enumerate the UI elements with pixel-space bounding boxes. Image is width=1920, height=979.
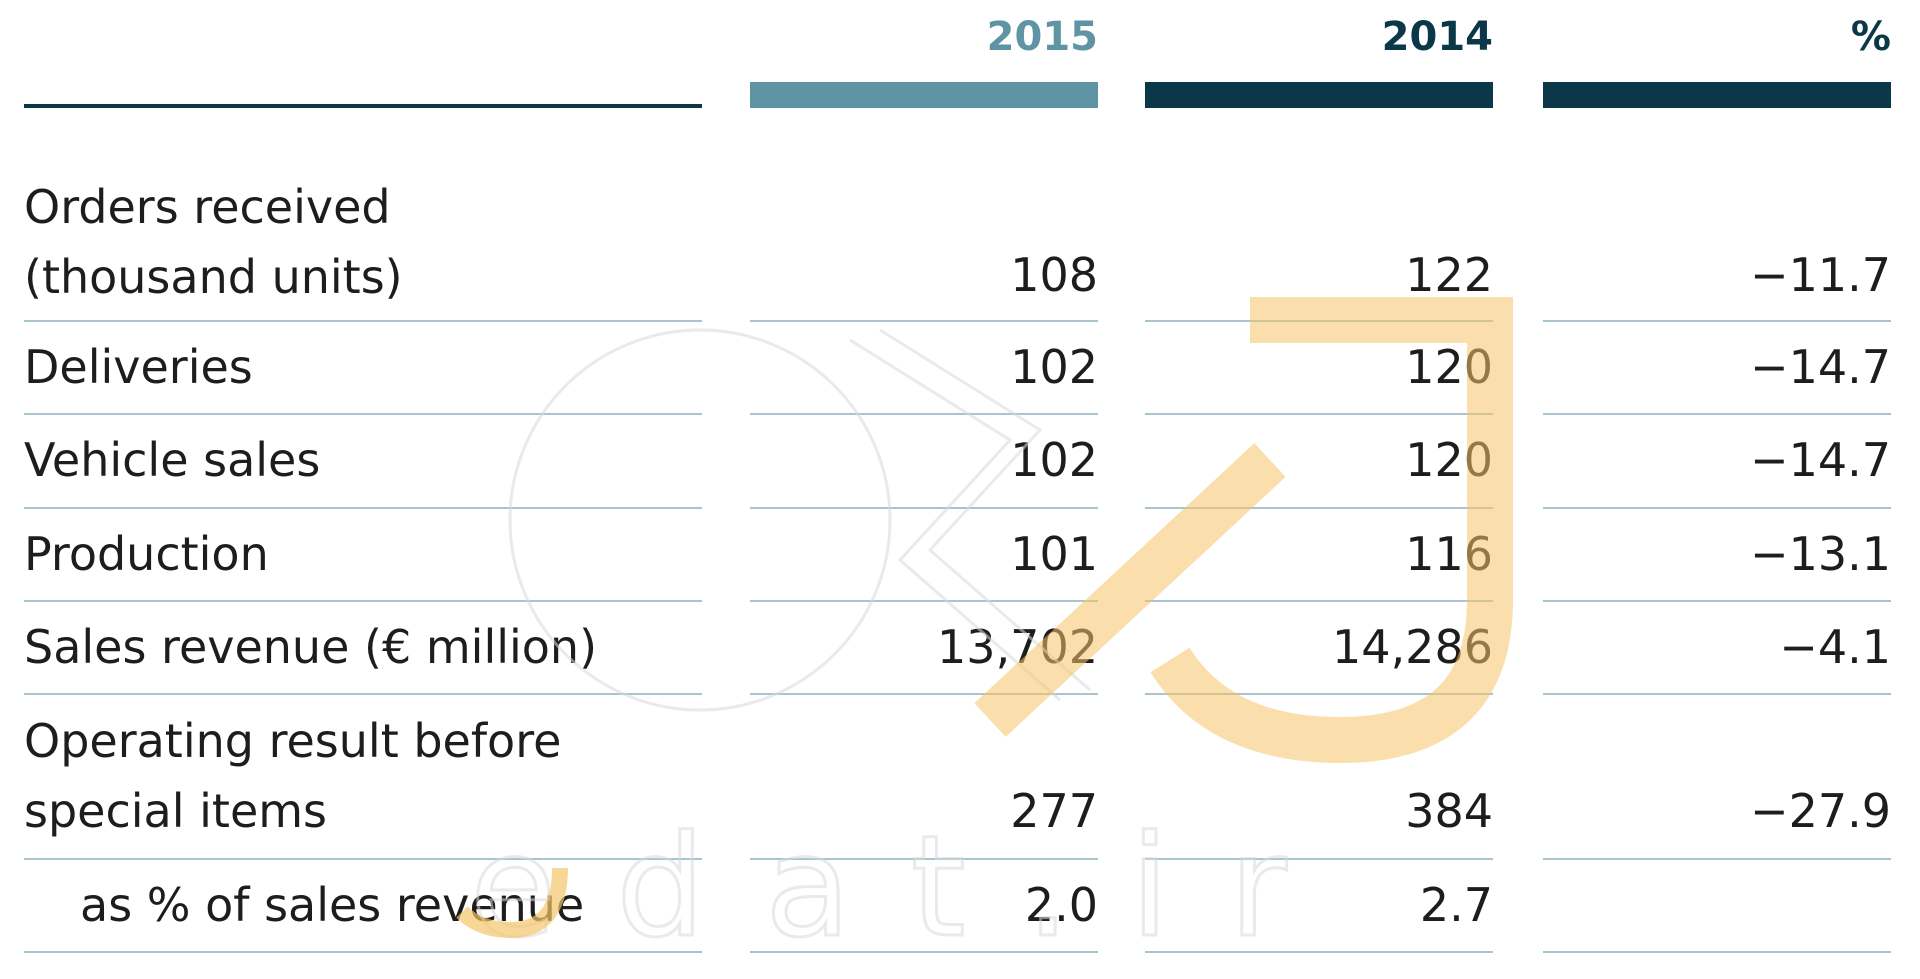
row-separator — [750, 858, 1098, 860]
row-separator — [24, 693, 702, 695]
row-separator — [24, 951, 702, 953]
cell-2015-production: 101 — [1010, 527, 1098, 581]
row-label-vehicle-sales: Vehicle sales — [24, 433, 321, 487]
row-separator — [24, 413, 702, 415]
row-label-production: Production — [24, 527, 269, 581]
row-separator — [750, 507, 1098, 509]
row-label-sales-revenue: Sales revenue (€ million) — [24, 620, 598, 674]
row-separator — [1145, 951, 1493, 953]
label-column-rule — [24, 104, 702, 108]
row-separator — [1543, 951, 1891, 953]
row-separator — [1543, 320, 1891, 322]
cell-pct-orders: −11.7 — [1750, 248, 1891, 302]
cell-pct-vehicle-sales: −14.7 — [1750, 433, 1891, 487]
row-separator — [24, 320, 702, 322]
row-label-as-percent-of-sales: as % of sales revenue — [80, 878, 585, 932]
cell-pct-sales-revenue: −4.1 — [1779, 620, 1891, 674]
column-bar-2015 — [750, 82, 1098, 108]
cell-2015-as-percent: 2.0 — [1024, 878, 1098, 932]
row-separator — [1543, 413, 1891, 415]
row-separator — [1145, 600, 1493, 602]
column-header-2014: 2014 — [1381, 14, 1493, 60]
column-header-percent: % — [1850, 14, 1891, 60]
column-bar-percent — [1543, 82, 1891, 108]
row-separator — [750, 951, 1098, 953]
column-bar-2014 — [1145, 82, 1493, 108]
cell-2014-vehicle-sales: 120 — [1405, 433, 1493, 487]
cell-2014-production: 116 — [1405, 527, 1493, 581]
row-separator — [1145, 413, 1493, 415]
row-separator — [1145, 693, 1493, 695]
cell-2014-operating-result: 384 — [1405, 784, 1493, 838]
row-separator — [1145, 507, 1493, 509]
cell-pct-deliveries: −14.7 — [1750, 340, 1891, 394]
row-separator — [24, 600, 702, 602]
row-label-deliveries: Deliveries — [24, 340, 253, 394]
column-header-2015: 2015 — [986, 14, 1098, 60]
cell-pct-as-percent — [1543, 870, 1891, 940]
row-separator — [1543, 507, 1891, 509]
cell-2014-as-percent: 2.7 — [1419, 878, 1493, 932]
cell-pct-operating-result: −27.9 — [1750, 784, 1891, 838]
row-separator — [24, 507, 702, 509]
row-separator — [750, 320, 1098, 322]
row-separator — [1543, 858, 1891, 860]
cell-2015-orders: 108 — [1010, 248, 1098, 302]
cell-2015-operating-result: 277 — [1010, 784, 1098, 838]
row-separator — [1145, 858, 1493, 860]
cell-pct-production: −13.1 — [1750, 527, 1891, 581]
row-label-operating-result: Operating result before special items — [24, 714, 562, 838]
row-separator — [750, 693, 1098, 695]
cell-2014-sales-revenue: 14,286 — [1332, 620, 1493, 674]
cell-2015-sales-revenue: 13,702 — [937, 620, 1098, 674]
row-separator — [750, 413, 1098, 415]
cell-2015-deliveries: 102 — [1010, 340, 1098, 394]
row-separator — [1543, 600, 1891, 602]
row-separator — [1543, 693, 1891, 695]
cell-2014-orders: 122 — [1405, 248, 1493, 302]
cell-2015-vehicle-sales: 102 — [1010, 433, 1098, 487]
row-separator — [750, 600, 1098, 602]
cell-2014-deliveries: 120 — [1405, 340, 1493, 394]
row-separator — [24, 858, 702, 860]
row-separator — [1145, 320, 1493, 322]
row-label-orders-received: Orders received (thousand units) — [24, 180, 403, 304]
